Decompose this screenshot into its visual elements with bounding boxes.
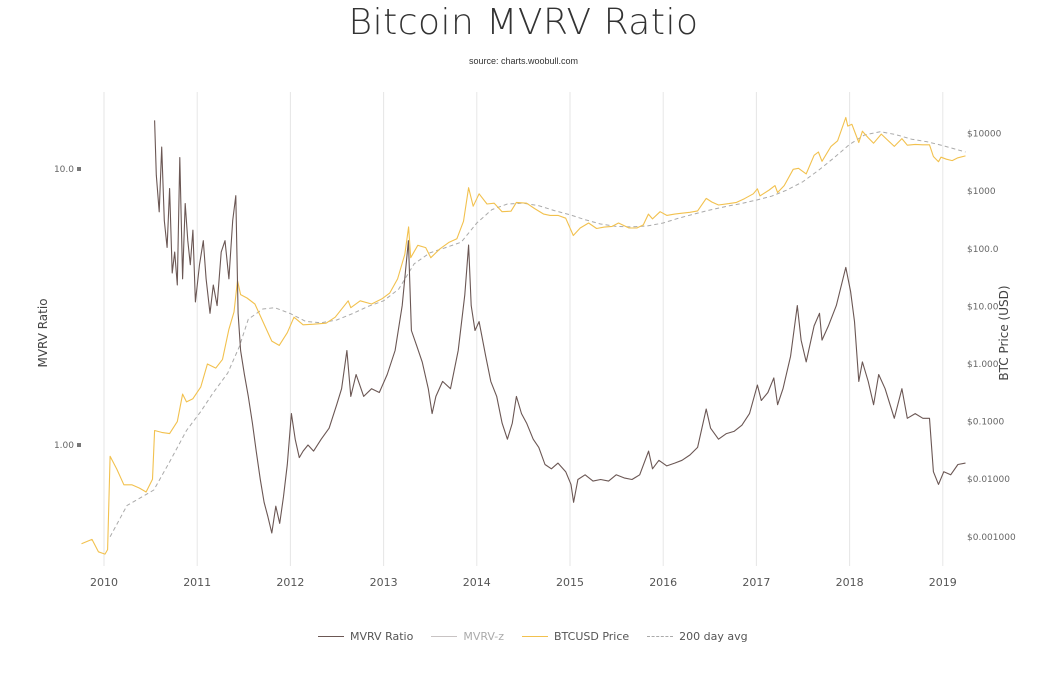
y-right-tick-label: $1.000 xyxy=(967,360,999,370)
x-tick-label-2016: 2016 xyxy=(649,576,677,589)
x-tick-label-2011: 2011 xyxy=(183,576,211,589)
y-right-tick-label: $10000 xyxy=(967,130,1002,140)
legend-item-200-day-avg[interactable]: 200 day avg xyxy=(647,630,748,643)
y-right-tick-label: $1000 xyxy=(967,187,996,197)
y-right-tick-label: $0.01000 xyxy=(967,475,1010,485)
legend-swatch-mvrv xyxy=(318,636,344,637)
legend: MVRV Ratio MVRV-z BTCUSD Price 200 day a… xyxy=(318,630,766,643)
y-right-tick-label: $0.1000 xyxy=(967,418,1004,428)
x-tick-label-2012: 2012 xyxy=(276,576,304,589)
y-right-tick-label: $100.0 xyxy=(967,245,999,255)
y-right-tick-label: $0.001000 xyxy=(967,533,1016,543)
series-mvrv-ratio xyxy=(154,120,966,534)
y-left-tick-mark xyxy=(77,167,81,171)
x-axis: 2010 2011 2012 2013 2014 2015 2016 2017 2018 2019 xyxy=(90,576,957,589)
legend-label-mvrv-z: MVRV-z xyxy=(463,630,505,643)
legend-swatch-mvrv-z xyxy=(431,636,458,637)
legend-swatch-200-day-avg xyxy=(647,636,674,637)
x-tick-label-2019: 2019 xyxy=(929,576,957,589)
legend-label-mvrv: MVRV Ratio xyxy=(350,630,414,643)
series-lines xyxy=(81,116,966,555)
x-tick-label-2018: 2018 xyxy=(836,576,864,589)
y-left-tick-label-10.0: 10.0 xyxy=(54,165,74,175)
legend-label-price: BTCUSD Price xyxy=(554,630,630,643)
y-left-tick-label-1.00: 1.00 xyxy=(54,441,74,451)
legend-item-mvrv[interactable]: MVRV Ratio xyxy=(318,630,413,643)
legend-swatch-price xyxy=(522,636,549,637)
right-axis: $0.001000 $0.01000 $0.1000 $1.000 $10.00 $100… xyxy=(967,130,1016,543)
x-tick-label-2017: 2017 xyxy=(742,576,770,589)
chart-title: Bitcoin MVRV Ratio xyxy=(348,2,699,43)
legend-item-mvrv-z[interactable]: MVRV-z xyxy=(431,630,504,643)
legend-label-200-day-avg: 200 day avg xyxy=(679,630,748,643)
left-axis: 1.00 10.0 xyxy=(54,165,81,451)
y-left-tick-mark xyxy=(77,443,81,447)
x-tick-label-2010: 2010 xyxy=(90,576,118,589)
y-right-tick-label: $10.00 xyxy=(967,302,999,312)
series-btcusd-price xyxy=(81,116,966,555)
x-tick-label-2015: 2015 xyxy=(556,576,584,589)
y-axis-left-label: MVRV Ratio xyxy=(36,298,50,367)
x-tick-label-2014: 2014 xyxy=(463,576,491,589)
legend-item-price[interactable]: BTCUSD Price xyxy=(522,630,629,643)
series-200-day-avg xyxy=(109,131,966,538)
gridlines xyxy=(103,92,944,566)
y-axis-right-label: BTC Price (USD) xyxy=(997,285,1011,380)
x-tick-label-2013: 2013 xyxy=(370,576,398,589)
chart-subtitle: source: charts.woobull.com xyxy=(468,56,579,66)
